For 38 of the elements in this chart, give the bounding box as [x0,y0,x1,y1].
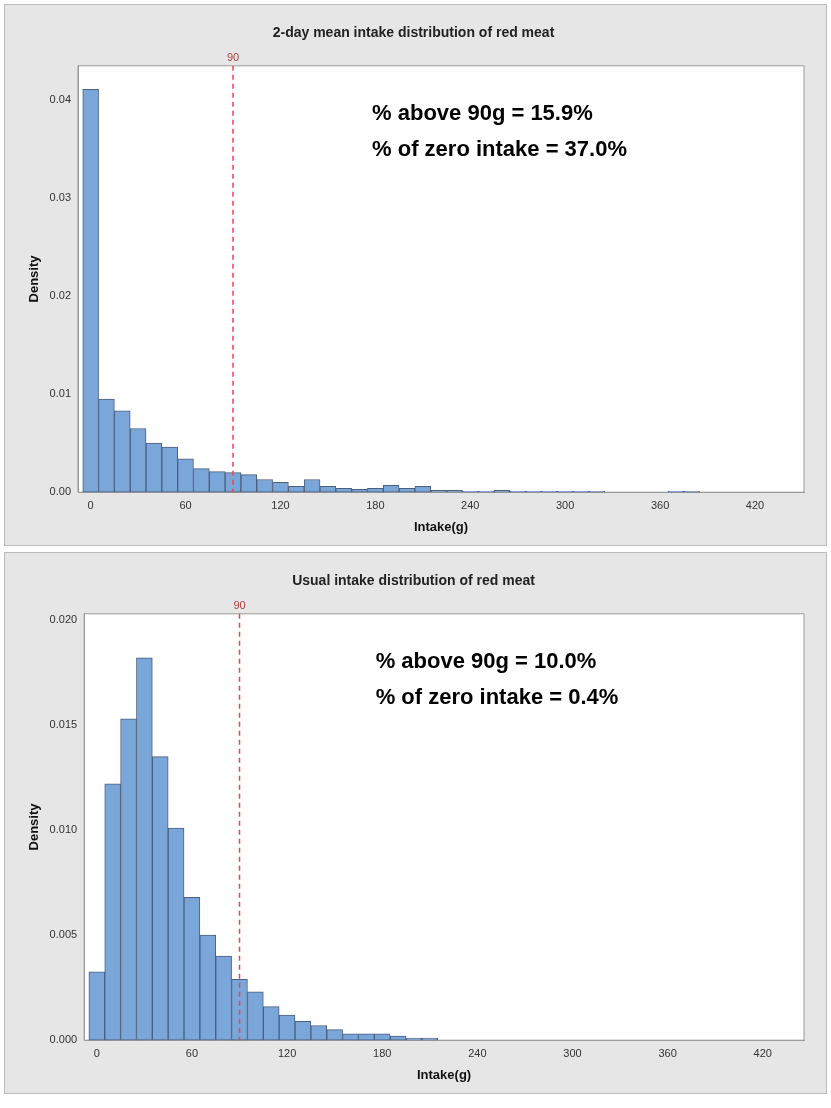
y-axis-title: Density [26,254,42,303]
annotation: % of zero intake = 0.4% [375,683,619,709]
x-tick-label: 120 [277,1046,297,1059]
x-tick-label: 300 [555,498,575,511]
x-tick-label: 240 [461,498,480,511]
x-axis-title: Intake(g) [413,518,469,534]
x-tick-label: 180 [373,1046,392,1059]
annotation: % above 90g = 10.0% [375,647,597,673]
y-axis-title: Density [26,802,42,851]
x-tick-label: 420 [753,1046,772,1059]
x-tick-label: 60 [185,1046,199,1059]
y-tick-label: 0.01 [49,387,72,400]
y-tick-label: 0.000 [49,1033,78,1046]
x-tick-label: 420 [745,498,765,511]
x-axis-title: Intake(g) [416,1066,472,1082]
y-tick-label: 0.00 [49,485,72,498]
x-tick-label: 60 [179,498,192,511]
y-tick-label: 0.02 [49,289,72,302]
annotation: % of zero intake = 37.0% [372,135,627,161]
x-tick-label: 0 [87,498,94,511]
chart-title: 2-day mean intake distribution of red meat [272,24,555,41]
x-tick-label: 300 [563,1046,582,1059]
y-tick-label: 0.04 [49,93,72,106]
y-tick-label: 0.005 [49,928,78,941]
x-tick-label: 360 [658,1046,677,1059]
chart-title: Usual intake distribution of red meat [292,572,536,589]
x-tick-label: 0 [93,1046,100,1059]
ref-line-label: 90 [233,599,246,612]
y-tick-label: 0.03 [49,191,72,204]
x-tick-label: 360 [650,498,670,511]
x-tick-label: 180 [366,498,385,511]
y-tick-label: 0.015 [49,718,78,731]
y-tick-label: 0.020 [49,613,78,626]
x-tick-label: 240 [468,1046,487,1059]
annotation: % above 90g = 15.9% [372,99,593,125]
y-tick-label: 0.010 [49,823,78,836]
x-tick-label: 120 [271,498,290,511]
ref-line-label: 90 [226,51,240,64]
